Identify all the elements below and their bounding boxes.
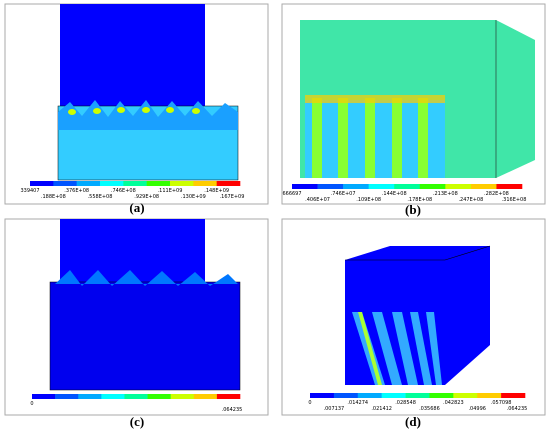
panel-label: (d): [405, 414, 421, 429]
legend-label: .188E+08: [41, 194, 66, 200]
legend-label: .035686: [419, 406, 440, 412]
colorbar-segment: [100, 181, 124, 186]
colorbar-segment: [123, 181, 147, 186]
colorbar-segment: [170, 394, 195, 399]
colorbar-segment: [470, 184, 497, 189]
legend-label: 0: [30, 401, 33, 407]
colorbar-segment: [317, 184, 344, 189]
cube-edge: [345, 245, 491, 261]
legend-label: .167E+09: [220, 194, 245, 200]
panel-label: (b): [405, 202, 421, 217]
colorbar-segment: [55, 394, 79, 399]
colorbar-segment: [394, 184, 421, 189]
colorbar-segment: [30, 181, 54, 186]
legend-label: .558E+08: [88, 194, 113, 200]
legend-label: .064235: [507, 406, 528, 412]
colorbar-segment: [193, 394, 218, 399]
legend-label: .007137: [324, 406, 345, 412]
legend-label: .144E+08: [382, 191, 407, 197]
colorbar-segment: [32, 394, 56, 399]
legend-label: .057098: [491, 400, 512, 406]
legend-label: .042823: [443, 400, 464, 406]
legend-label: .929E+08: [134, 194, 159, 200]
colorbar-segment: [146, 181, 171, 186]
colorbar-segment: [429, 393, 454, 398]
colorbar-segment: [357, 393, 382, 398]
colorbar-segment: [310, 393, 335, 398]
stress-band: [55, 270, 238, 286]
panel-label: (a): [129, 200, 144, 215]
legend-label: .406E+07: [305, 197, 330, 203]
colorbar-segment: [419, 184, 446, 189]
legend-label: .111E+09: [158, 188, 183, 194]
base-block: [49, 281, 241, 391]
colorbar-segment: [405, 393, 430, 398]
colorbar-segment: [216, 394, 241, 399]
colorbar-segment: [216, 181, 241, 186]
legend-label: .148E+09: [204, 188, 229, 194]
legend-label: .04996: [468, 406, 486, 412]
legend-label: 339407: [20, 188, 39, 194]
colorbar-segment: [445, 184, 472, 189]
legend-label: 0: [308, 400, 311, 406]
colorbar-segment: [292, 184, 318, 189]
colorbar-segment: [78, 394, 102, 399]
groove-ribs: [312, 98, 428, 178]
legend-label: .282E+08: [484, 191, 509, 197]
legend-label: .028548: [395, 400, 416, 406]
colorbar-segment: [496, 184, 523, 189]
colorbar-segment: [343, 184, 369, 189]
legend-label: 666697: [282, 191, 301, 197]
legend-label: .064235: [222, 407, 243, 413]
colorbar-segment: [124, 394, 148, 399]
colorbar-segment: [76, 181, 101, 186]
colorbar-segment: [147, 394, 171, 399]
colorbar-segment: [477, 393, 502, 398]
legend-label: .746E+08: [111, 188, 136, 194]
legend-label: .109E+08: [356, 197, 381, 203]
colorbar-segment: [501, 393, 526, 398]
legend-label: .376E+08: [64, 188, 89, 194]
legend-label: .021412: [371, 406, 392, 412]
stress-band: [58, 100, 238, 130]
legend-label: .213E+08: [433, 191, 458, 197]
panel-label: (c): [130, 414, 144, 429]
hotspots: [68, 107, 200, 115]
colorbar-segment: [193, 181, 217, 186]
colorbar-segment: [53, 181, 77, 186]
legend-label: .178E+08: [407, 197, 432, 203]
colorbar-segment: [101, 394, 125, 399]
colorbar-segment: [453, 393, 478, 398]
colorbar-segment: [381, 393, 406, 398]
legend-label: .130E+09: [181, 194, 206, 200]
column: [60, 4, 205, 110]
colorbar-segment: [170, 181, 194, 186]
groove-top: [305, 95, 445, 103]
colorbar-segment: [368, 184, 395, 189]
legend-label: .014274: [347, 400, 368, 406]
legend-label: .746E+07: [331, 191, 356, 197]
groove-hot: [358, 312, 382, 385]
legend-label: .247E+08: [458, 197, 483, 203]
colorbar-segment: [333, 393, 359, 398]
legend-label: .316E+08: [502, 197, 527, 203]
